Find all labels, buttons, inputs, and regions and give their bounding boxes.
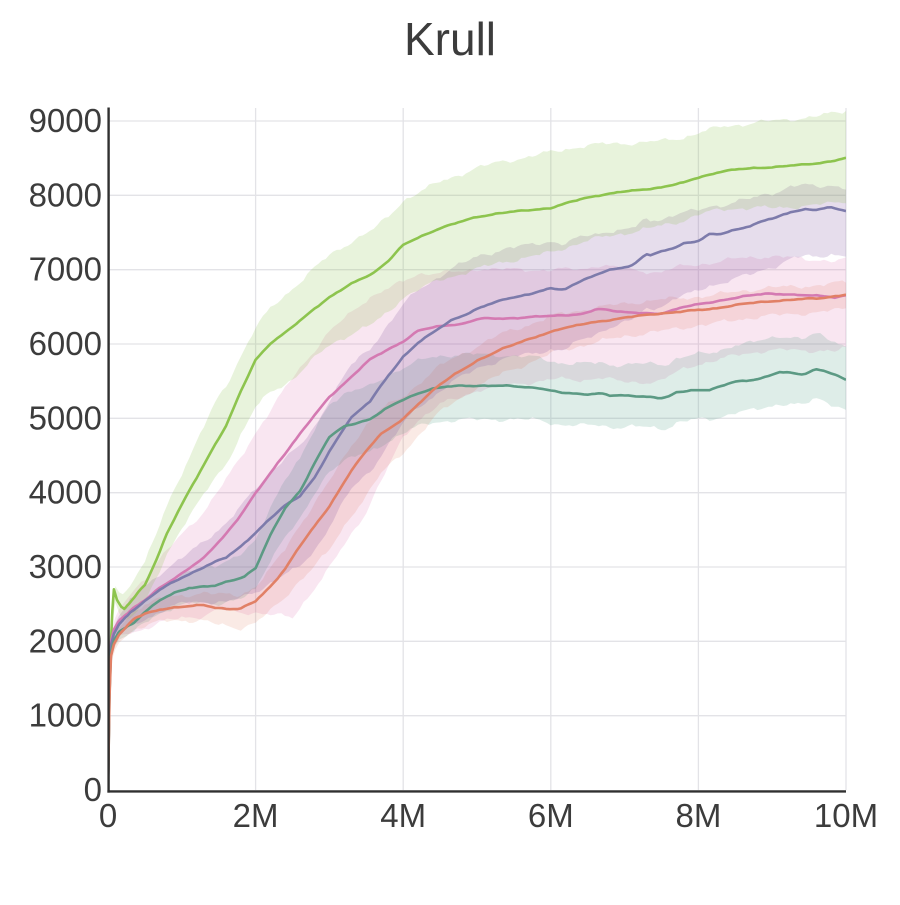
svg-text:10M: 10M — [814, 797, 878, 834]
svg-text:3000: 3000 — [29, 548, 102, 585]
svg-text:6000: 6000 — [29, 325, 102, 362]
svg-text:6M: 6M — [528, 797, 574, 834]
svg-text:1000: 1000 — [29, 697, 102, 734]
svg-text:Krull: Krull — [404, 13, 496, 65]
svg-text:4000: 4000 — [29, 474, 102, 511]
svg-text:8M: 8M — [675, 797, 721, 834]
svg-text:5000: 5000 — [29, 399, 102, 436]
svg-text:7000: 7000 — [29, 251, 102, 288]
svg-text:4M: 4M — [380, 797, 426, 834]
svg-text:2000: 2000 — [29, 622, 102, 659]
svg-text:0: 0 — [84, 771, 102, 808]
svg-text:0: 0 — [99, 797, 117, 834]
svg-text:8000: 8000 — [29, 176, 102, 213]
svg-text:9000: 9000 — [29, 102, 102, 139]
svg-text:2M: 2M — [233, 797, 279, 834]
